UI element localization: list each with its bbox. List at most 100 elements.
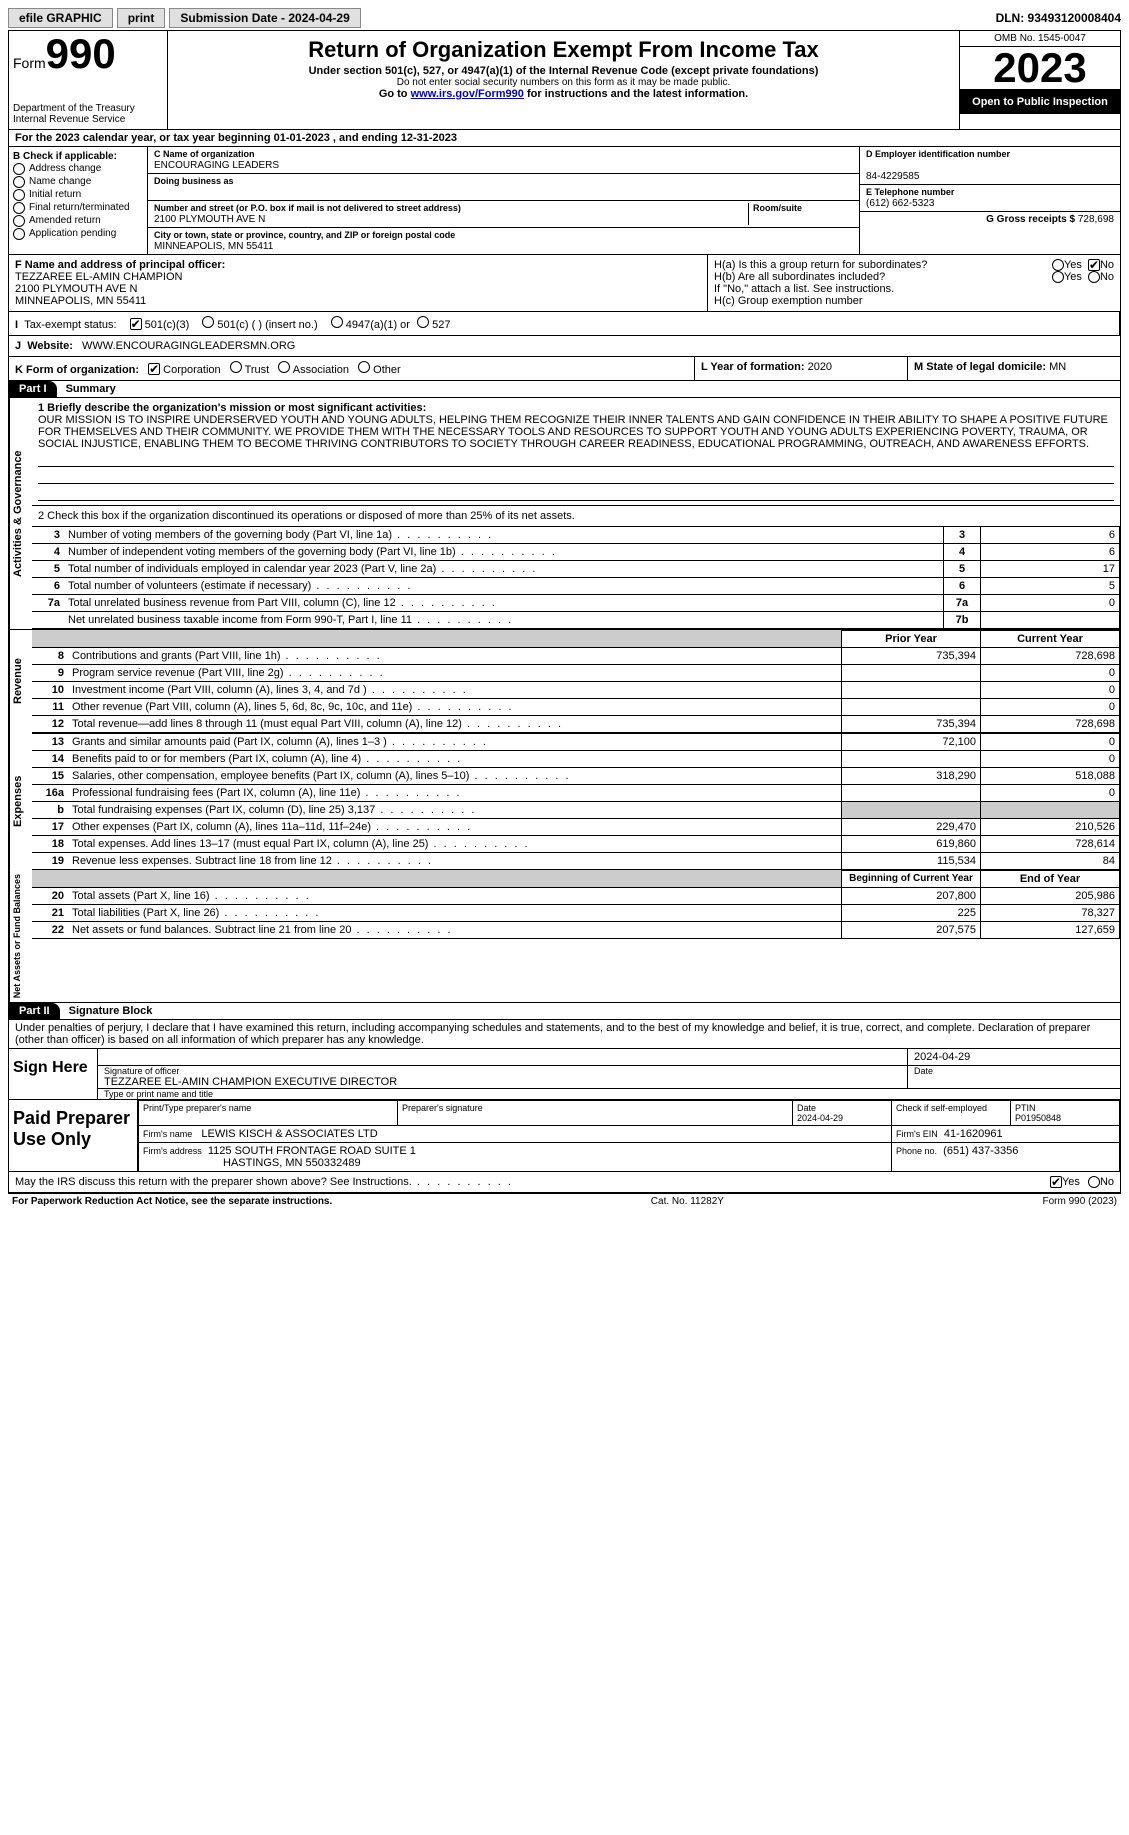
officer-addr1: 2100 PLYMOUTH AVE N [15,283,137,295]
data-row: 11 Other revenue (Part VIII, column (A),… [32,698,1120,715]
chk-app-pending[interactable] [13,228,25,240]
ha-label: H(a) Is this a group return for subordin… [714,259,1052,271]
discuss-no[interactable] [1088,1176,1100,1188]
open-to-public: Open to Public Inspection [960,90,1120,114]
chk-4947[interactable] [331,316,343,328]
gross-receipts-label: G Gross receipts $ [986,214,1075,225]
print-button[interactable]: print [117,8,166,28]
addr-label: Number and street (or P.O. box if mail i… [154,203,461,213]
prep-name-label: Print/Type preparer's name [139,1101,398,1126]
eoy-header: End of Year [981,870,1120,887]
domicile: MN [1049,361,1066,373]
top-toolbar: efile GRAPHIC print Submission Date - 20… [8,8,1121,28]
chk-address-change[interactable] [13,163,25,175]
data-row: 14 Benefits paid to or for members (Part… [32,750,1120,767]
hc-label: H(c) Group exemption number [714,295,1114,307]
dln-label: DLN: 93493120008404 [996,11,1121,25]
irs-link[interactable]: www.irs.gov/Form990 [411,88,524,100]
room-label: Room/suite [753,203,802,213]
perjury-declaration: Under penalties of perjury, I declare th… [9,1020,1120,1049]
summary-row: 4 Number of independent voting members o… [32,543,1120,560]
form-ref: Form 990 (2023) [1043,1196,1117,1207]
data-row: b Total fundraising expenses (Part IX, c… [32,801,1120,818]
title-box: Return of Organization Exempt From Incom… [168,31,959,129]
sign-here-label: Sign Here [9,1049,98,1099]
right-info: D Employer identification number 84-4229… [859,147,1120,254]
chk-assoc[interactable] [278,361,290,373]
firm-addr1: 1125 SOUTH FRONTAGE ROAD SUITE 1 [208,1145,416,1157]
discuss-text: May the IRS discuss this return with the… [15,1176,513,1188]
part1-title: Summary [60,381,122,397]
ein-label: D Employer identification number [866,149,1010,159]
city-label: City or town, state or province, country… [154,230,455,240]
officer-label: F Name and address of principal officer: [15,259,225,271]
officer-addr2: MINNEAPOLIS, MN 55411 [15,295,146,307]
hb-no[interactable] [1088,271,1100,283]
netassets-table: Beginning of Current Year End of Year 20… [32,870,1120,939]
ha-no[interactable] [1088,259,1100,271]
part2-tab: Part II [9,1003,60,1019]
data-row: 22 Net assets or fund balances. Subtract… [32,921,1120,938]
chk-amended[interactable] [13,215,25,227]
part2-title: Signature Block [63,1003,159,1019]
chk-527[interactable] [417,316,429,328]
discuss-yes[interactable] [1050,1176,1062,1188]
paid-preparer-label: Paid Preparer Use Only [9,1100,138,1171]
ha-yes[interactable] [1052,259,1064,271]
data-row: 9 Program service revenue (Part VIII, li… [32,664,1120,681]
footer: For Paperwork Reduction Act Notice, see … [8,1193,1121,1209]
chk-corp[interactable] [148,363,160,375]
chk-name-change[interactable] [13,176,25,188]
form-label: Form [13,55,46,71]
paperwork-notice: For Paperwork Reduction Act Notice, see … [12,1196,332,1207]
gross-receipts-value: 728,698 [1078,214,1114,225]
tax-status-label: Tax-exempt status: [24,319,116,331]
expenses-table: 13 Grants and similar amounts paid (Part… [32,733,1120,870]
year-box: OMB No. 1545-0047 2023 Open to Public In… [959,31,1120,129]
boy-header: Beginning of Current Year [842,870,981,887]
box-k: K Form of organization: Corporation Trus… [9,357,695,380]
ein-value: 84-4229585 [866,171,919,182]
vlabel-revenue: Revenue [9,630,32,733]
box-j: J Website: WWW.ENCOURAGINGLEADERSMN.ORG [9,336,1120,356]
dba-label: Doing business as [154,176,234,186]
box-c: C Name of organization ENCOURAGING LEADE… [148,147,859,254]
hb-note: If "No," attach a list. See instructions… [714,283,1114,295]
chk-final-return[interactable] [13,202,25,214]
street-address: 2100 PLYMOUTH AVE N [154,214,265,225]
form-number: 990 [46,30,116,77]
cat-no: Cat. No. 11282Y [651,1196,724,1207]
ptin-value: P01950848 [1015,1113,1061,1123]
chk-initial-return[interactable] [13,189,25,201]
hb-label: H(b) Are all subordinates included? [714,271,1052,283]
data-row: 13 Grants and similar amounts paid (Part… [32,733,1120,750]
hb-yes[interactable] [1052,271,1064,283]
form-container: Form990 Department of the Treasury Inter… [8,30,1121,1193]
vlabel-netassets: Net Assets or Fund Balances [9,870,32,1002]
domicile-label: M State of legal domicile: [914,361,1046,373]
box-f: F Name and address of principal officer:… [9,255,708,311]
vlabel-activities: Activities & Governance [9,398,32,629]
data-row: 19 Revenue less expenses. Subtract line … [32,852,1120,869]
prep-sig-label: Preparer's signature [398,1101,793,1126]
firm-name: LEWIS KISCH & ASSOCIATES LTD [201,1128,377,1140]
data-row: 21 Total liabilities (Part X, line 26)22… [32,904,1120,921]
data-row: 12 Total revenue—add lines 8 through 11 … [32,715,1120,732]
data-row: 17 Other expenses (Part IX, column (A), … [32,818,1120,835]
summary-row: 6 Total number of volunteers (estimate i… [32,577,1120,594]
line2: 2 Check this box if the organization dis… [32,505,1120,526]
form-org-label: K Form of organization: [15,364,139,376]
org-name: ENCOURAGING LEADERS [154,160,279,171]
chk-other[interactable] [358,361,370,373]
chk-501c3[interactable] [130,318,142,330]
website-value: WWW.ENCOURAGINGLEADERSMN.ORG [82,340,295,352]
chk-501c[interactable] [202,316,214,328]
chk-trust[interactable] [230,361,242,373]
vlabel-expenses: Expenses [9,733,32,870]
submission-date: Submission Date - 2024-04-29 [169,8,360,28]
data-row: 10 Investment income (Part VIII, column … [32,681,1120,698]
box-b-title: B Check if applicable: [13,151,117,162]
firm-addr2: HASTINGS, MN 550332489 [223,1157,361,1169]
dept-irs: Internal Revenue Service [13,114,163,125]
data-row: 16a Professional fundraising fees (Part … [32,784,1120,801]
